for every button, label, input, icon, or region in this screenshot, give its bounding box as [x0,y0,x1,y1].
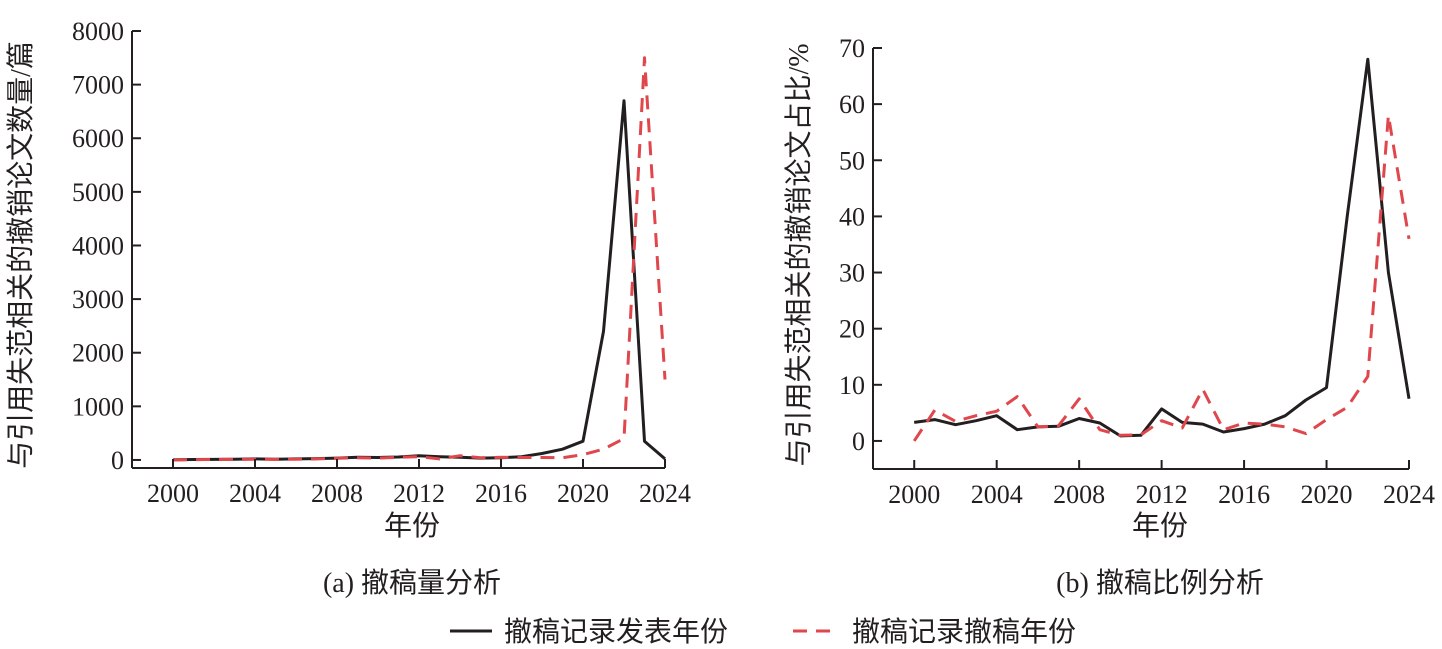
panel-a-y-axis-title: 与引用失范相关的撤销论文数量/篇 [5,41,37,469]
panel-a-y-tick-label: 0 [111,446,124,475]
panel-b-y-tick-label: 30 [839,259,865,288]
panel-a-y-tick-label: 7000 [72,71,124,100]
panel-a-x-axis-title: 年份 [384,510,440,542]
panel-a-y-tick-label: 4000 [72,231,124,260]
panel-a-y-tick-label: 3000 [72,285,124,314]
panel-a-x-tick-label: 2004 [229,479,281,508]
panel-a-plot-lines [172,56,667,462]
panel-b-chart: 0 10 20 30 40 50 60 70 2000 2004 2008 2012 2016 2020 2… [783,34,1435,599]
panel-b-x-tick-label: 2000 [888,480,940,509]
legend: 撤稿记录发表年份 撤稿记录撤稿年份 [450,616,1076,648]
panel-b-y-axis-title: 与引用失范相关的撤销论文占比/% [783,43,815,466]
panel-b-plot-lines [912,57,1411,442]
panel-b-caption: (b) 撤稿比例分析 [1056,567,1264,599]
panel-a-x-tick-label: 2020 [557,479,609,508]
panel-a-x-tick-label: 2024 [639,479,691,508]
panel-a-y-tick-label: 2000 [72,339,124,368]
panel-b-x-tick-label: 2016 [1218,480,1270,509]
panel-b-y-tick-label: 70 [839,34,865,63]
panel-b-y-tick-label: 40 [839,202,865,231]
legend-label-retraction-year: 撤稿记录撤稿年份 [852,616,1076,648]
panel-a-series-publication-year-line [172,99,666,462]
panel-a-x-tick-label: 2012 [393,479,445,508]
panel-b-series-publication-year-line [913,57,1411,438]
panel-b-y-tick-label: 20 [839,315,865,344]
panel-b-series-retraction-year-line [912,113,1411,442]
legend-label-publication-year: 撤稿记录发表年份 [504,616,728,648]
panel-b-x-tick-label: 2004 [971,480,1023,509]
panel-b-y-tick-label: 60 [839,90,865,119]
panel-b-x-tick-label: 2008 [1053,480,1105,509]
panel-a-ticks: 0 1000 2000 3000 4000 5000 6000 7000 8000 2000 200… [72,17,691,508]
panel-a-x-tick-label: 2016 [475,479,527,508]
panel-b-y-tick-label: 10 [839,371,865,400]
panel-a-chart: 0 1000 2000 3000 4000 5000 6000 7000 8000 2000 200… [5,17,691,599]
panel-a-x-tick-label: 2000 [147,479,199,508]
panel-b-y-tick-label: 50 [839,146,865,175]
panel-a-y-tick-label: 5000 [72,178,124,207]
panel-b-axes [872,48,1409,470]
panel-a-y-tick-label: 6000 [72,124,124,153]
panel-b-x-tick-label: 2012 [1136,480,1188,509]
panel-b-x-axis-title: 年份 [1132,510,1188,542]
panel-b-y-tick-label: 0 [852,427,865,456]
panel-a-caption: (a) 撤稿量分析 [323,567,501,599]
panel-b-x-tick-label: 2024 [1383,480,1435,509]
panel-b-x-tick-label: 2020 [1301,480,1353,509]
panel-a-y-tick-label: 1000 [72,392,124,421]
panel-a-x-tick-label: 2008 [311,479,363,508]
panel-a-y-tick-label: 8000 [72,17,124,46]
panel-b-ticks: 0 10 20 30 40 50 60 70 2000 2004 2008 2012 2016 2020 2… [839,34,1435,509]
panel-a-axes [131,31,665,469]
